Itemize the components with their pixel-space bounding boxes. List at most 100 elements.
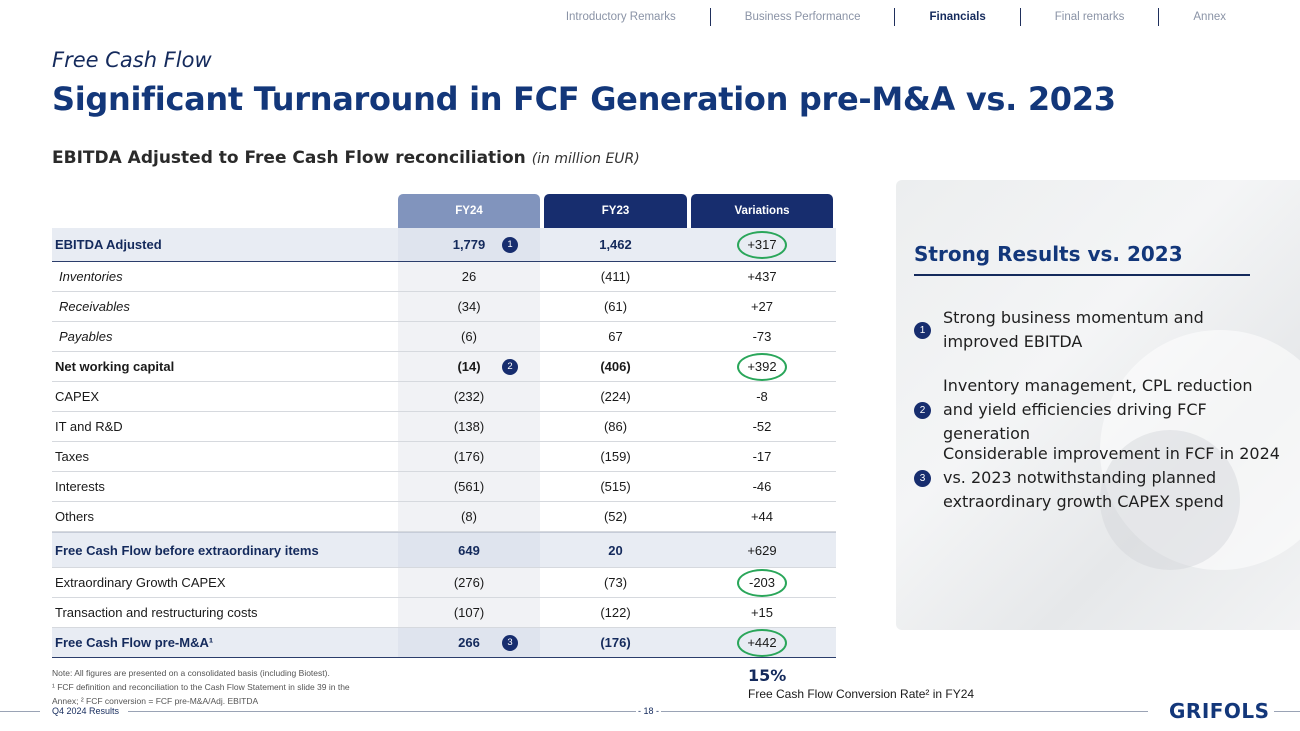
cell-fy24: (561) xyxy=(398,472,540,501)
cell-fy24: 266 3 xyxy=(398,628,540,657)
cell-fy24: (34) xyxy=(398,292,540,321)
table-row-inventories: Inventories 26 (411) +437 xyxy=(52,262,836,292)
row-label: Free Cash Flow before extraordinary item… xyxy=(55,543,319,558)
footer-rule xyxy=(1262,711,1300,712)
cell-variation: +442 xyxy=(691,628,833,658)
cell-fy23: (515) xyxy=(600,479,631,494)
page-number: - 18 - xyxy=(636,706,662,716)
row-label: Extraordinary Growth CAPEX xyxy=(55,575,226,590)
table-row-others: Others (8) (52) +44 xyxy=(52,502,836,532)
row-label: Others xyxy=(55,509,95,524)
panel-background-decoration xyxy=(1100,430,1240,570)
cell-fy23: 1,462 xyxy=(599,237,632,252)
row-label: CAPEX xyxy=(55,389,100,404)
table-header: FY24 FY23 Variations xyxy=(52,194,836,228)
highlight-circle xyxy=(737,353,787,381)
callout-badge-2: 2 xyxy=(502,358,518,375)
cell-fy24: (14) 2 xyxy=(398,352,540,381)
row-label: EBITDA Adjusted xyxy=(55,237,162,252)
cell-fy23: (159) xyxy=(600,449,631,464)
footer-presentation-name: Q4 2024 Results xyxy=(52,706,120,716)
cell-variation: -46 xyxy=(752,479,772,494)
cell-fy23: (406) xyxy=(600,359,631,374)
table-row-net-working-capital: Net working capital (14) 2 (406) +392 xyxy=(52,352,836,382)
nav-introductory-remarks[interactable]: Introductory Remarks xyxy=(565,11,676,23)
cell-variation: +317 xyxy=(691,228,833,262)
table-row-interests: Interests (561) (515) -46 xyxy=(52,472,836,502)
number-badge-2: 2 xyxy=(914,401,931,419)
column-header-variations: Variations xyxy=(691,194,833,228)
highlight-text: Inventory management, CPL reduction and … xyxy=(943,376,1253,443)
cell-variation: +437 xyxy=(747,269,777,284)
cell-fy23: (86) xyxy=(603,419,628,434)
cell-variation: +15 xyxy=(750,605,774,620)
highlight-item-2: 2 Inventory management, CPL reduction an… xyxy=(914,374,1284,446)
cell-fy23: (176) xyxy=(600,635,631,650)
fcf-conversion: 15% Free Cash Flow Conversion Rate² in F… xyxy=(748,666,974,701)
row-label: Receivables xyxy=(59,299,130,314)
grifols-logo: GRIFOLS xyxy=(1165,699,1274,723)
row-label: Inventories xyxy=(59,269,123,284)
table-heading: EBITDA Adjusted to Free Cash Flow reconc… xyxy=(52,148,640,168)
panel-title: Strong Results vs. 2023 xyxy=(914,242,1183,266)
table-heading-unit: (in million EUR) xyxy=(531,151,640,167)
highlights-panel: Strong Results vs. 2023 1 Strong busines… xyxy=(896,180,1300,630)
highlight-circle xyxy=(737,231,787,259)
highlight-circle xyxy=(737,569,787,597)
column-header-fy23: FY23 xyxy=(544,194,687,228)
table-row-extraordinary-growth-capex: Extraordinary Growth CAPEX (276) (73) -2… xyxy=(52,568,836,598)
cell-fy24: (8) xyxy=(398,502,540,531)
section-subtitle: Free Cash Flow xyxy=(52,48,212,72)
cell-variation: -17 xyxy=(752,449,772,464)
highlight-text: Considerable improvement in FCF in 2024 … xyxy=(943,444,1280,511)
highlight-item-1: 1 Strong business momentum and improved … xyxy=(914,306,1284,354)
cell-variation: +392 xyxy=(691,352,833,382)
table-row-ebitda-adjusted: EBITDA Adjusted 1,779 1 1,462 +317 xyxy=(52,228,836,262)
highlight-item-3: 3 Considerable improvement in FCF in 202… xyxy=(914,442,1284,514)
cell-fy23: 20 xyxy=(608,543,623,558)
panel-background-decoration xyxy=(1100,330,1300,570)
cell-variation: -203 xyxy=(691,568,833,598)
cell-variation: +27 xyxy=(750,299,774,314)
nav-financials[interactable]: Financials xyxy=(894,8,1019,26)
table-row-receivables: Receivables (34) (61) +27 xyxy=(52,292,836,322)
footer-rule xyxy=(0,711,40,712)
row-label: Net working capital xyxy=(55,359,175,374)
cell-fy24: 26 xyxy=(398,262,540,291)
top-navigation: Introductory Remarks Business Performanc… xyxy=(532,0,1260,34)
cell-variation: +44 xyxy=(750,509,774,524)
nav-business-performance[interactable]: Business Performance xyxy=(709,8,895,26)
row-label: Payables xyxy=(59,329,113,344)
row-label: Taxes xyxy=(55,449,89,464)
cell-fy24: (176) xyxy=(398,442,540,471)
table-row-fcf-before-extraordinary: Free Cash Flow before extraordinary item… xyxy=(52,532,836,568)
highlight-text: Strong business momentum and improved EB… xyxy=(943,308,1204,351)
cell-fy23: (411) xyxy=(600,269,631,284)
nav-final-remarks[interactable]: Final remarks xyxy=(1019,8,1159,26)
cell-fy23: (224) xyxy=(600,389,631,404)
cell-fy24: (6) xyxy=(398,322,540,351)
nav-annex[interactable]: Annex xyxy=(1158,8,1260,26)
table-heading-main: EBITDA Adjusted to Free Cash Flow reconc… xyxy=(52,148,526,168)
table-row-transaction-restructuring: Transaction and restructuring costs (107… xyxy=(52,598,836,628)
footnote-line: Note: All figures are presented on a con… xyxy=(52,668,330,678)
fcf-conversion-caption: Free Cash Flow Conversion Rate² in FY24 xyxy=(748,687,975,701)
table-row-capex: CAPEX (232) (224) -8 xyxy=(52,382,836,412)
row-label: IT and R&D xyxy=(55,419,123,434)
fcf-conversion-value: 15% xyxy=(748,666,787,685)
cell-fy24: 1,779 1 xyxy=(398,228,540,261)
number-badge-1: 1 xyxy=(914,321,931,339)
row-label: Transaction and restructuring costs xyxy=(55,605,258,620)
row-label: Free Cash Flow pre-M&A¹ xyxy=(55,635,214,650)
cell-fy23: (73) xyxy=(603,575,628,590)
row-label: Interests xyxy=(55,479,105,494)
cell-fy24: (138) xyxy=(398,412,540,441)
cell-fy24: (107) xyxy=(398,598,540,627)
table-row-fcf-pre-ma: Free Cash Flow pre-M&A¹ 266 3 (176) +442 xyxy=(52,628,836,658)
highlight-circle xyxy=(737,629,787,657)
cell-variation: -52 xyxy=(752,419,772,434)
cell-fy24: 649 xyxy=(398,533,540,567)
table-row-taxes: Taxes (176) (159) -17 xyxy=(52,442,836,472)
cell-fy23: (52) xyxy=(603,509,628,524)
cell-fy23: (122) xyxy=(600,605,631,620)
